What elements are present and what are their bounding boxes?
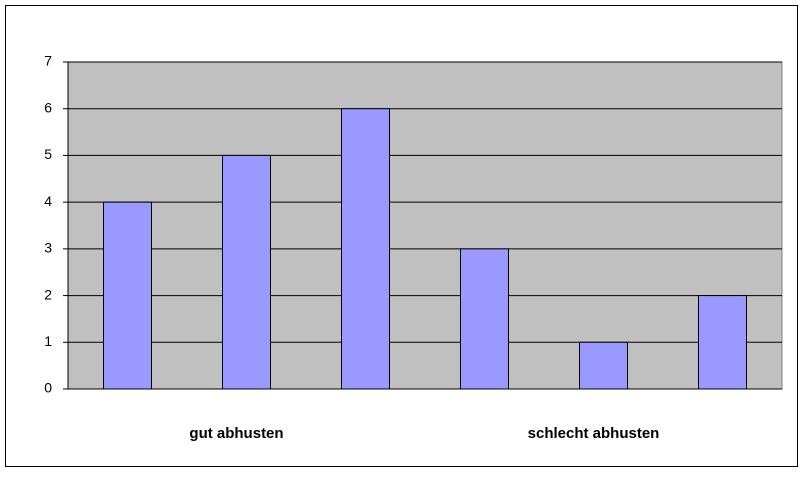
bar	[698, 295, 747, 390]
plot-area	[67, 61, 783, 390]
bar	[341, 108, 390, 390]
bar	[103, 201, 152, 390]
bar	[579, 341, 628, 390]
y-tick-label: 2	[44, 286, 52, 302]
x-category-label: schlecht abhusten	[528, 425, 660, 442]
y-tick-label: 0	[44, 380, 52, 396]
bar	[460, 248, 509, 390]
y-tick-label: 1	[44, 333, 52, 349]
bar	[222, 154, 271, 390]
y-tick-label: 6	[44, 99, 52, 115]
x-category-label: gut abhusten	[189, 425, 283, 442]
y-tick-label: 7	[44, 53, 52, 69]
y-tick-label: 4	[44, 193, 52, 209]
y-tick-label: 3	[44, 240, 52, 256]
y-tick-label: 5	[44, 146, 52, 162]
